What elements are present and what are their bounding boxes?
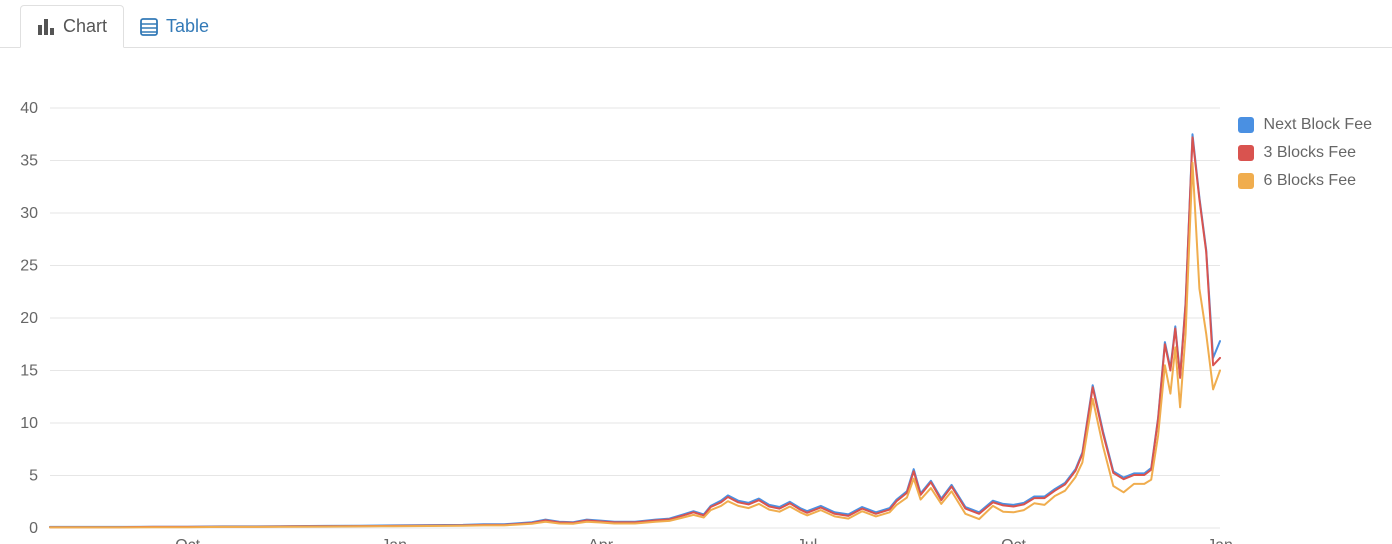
x-tick-label: Jan xyxy=(1207,537,1233,544)
tab-chart-label: Chart xyxy=(63,16,107,37)
x-tick-label: Apr xyxy=(588,537,614,544)
legend-item[interactable]: Next Block Fee xyxy=(1238,116,1372,134)
legend-swatch xyxy=(1238,145,1254,161)
y-tick-label: 35 xyxy=(20,153,38,170)
list-icon xyxy=(140,18,158,36)
legend-item[interactable]: 3 Blocks Fee xyxy=(1238,144,1372,162)
legend-item[interactable]: 6 Blocks Fee xyxy=(1238,172,1372,190)
x-tick-label: Oct xyxy=(1001,537,1026,544)
bar-chart-icon xyxy=(37,18,55,36)
chart-area: 0510152025303540OctJan2017AprJulOctJan20… xyxy=(0,48,1392,544)
y-tick-label: 10 xyxy=(20,415,38,432)
y-tick-label: 20 xyxy=(20,310,38,327)
series-line xyxy=(50,137,1220,527)
series-line xyxy=(50,163,1220,528)
tab-chart[interactable]: Chart xyxy=(20,5,124,48)
legend-label: Next Block Fee xyxy=(1264,116,1372,134)
legend-label: 6 Blocks Fee xyxy=(1264,172,1356,190)
y-tick-label: 15 xyxy=(20,363,38,380)
legend-label: 3 Blocks Fee xyxy=(1264,144,1356,162)
series-line xyxy=(50,134,1220,527)
x-tick-label: Oct xyxy=(175,537,200,544)
y-tick-label: 0 xyxy=(29,520,38,537)
legend-swatch xyxy=(1238,173,1254,189)
tab-table-label: Table xyxy=(166,16,209,37)
tab-table[interactable]: Table xyxy=(124,6,225,47)
x-tick-label: Jan xyxy=(381,537,407,544)
y-tick-label: 30 xyxy=(20,205,38,222)
tabs-bar: Chart Table xyxy=(0,0,1392,48)
line-chart[interactable]: 0510152025303540OctJan2017AprJulOctJan20… xyxy=(0,48,1392,544)
x-tick-label: Jul xyxy=(797,537,817,544)
y-tick-label: 40 xyxy=(20,100,38,117)
y-tick-label: 25 xyxy=(20,258,38,275)
legend: Next Block Fee 3 Blocks Fee 6 Blocks Fee xyxy=(1238,116,1372,200)
y-tick-label: 5 xyxy=(29,468,38,485)
legend-swatch xyxy=(1238,117,1254,133)
